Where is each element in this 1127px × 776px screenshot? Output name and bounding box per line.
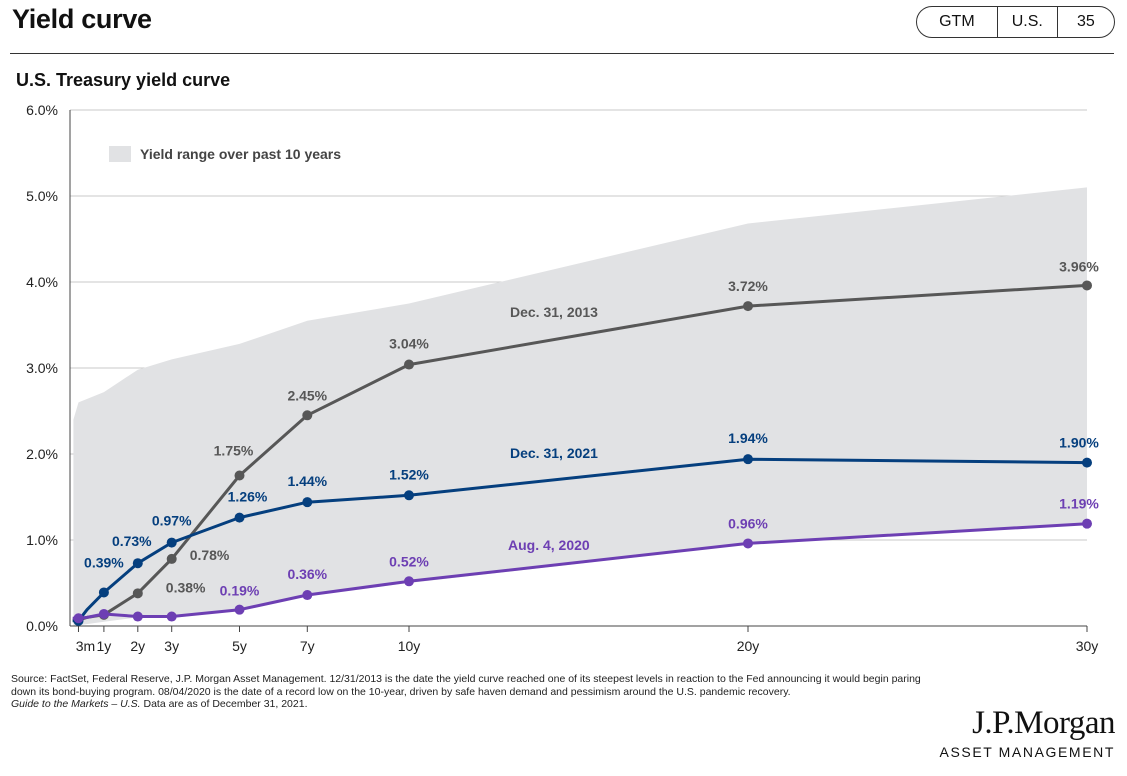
data-point xyxy=(743,454,753,465)
data-point xyxy=(132,611,143,622)
data-point xyxy=(1082,457,1092,468)
data-label: 0.96% xyxy=(728,515,768,531)
y-tick-label: 4.0% xyxy=(26,274,58,290)
series-lines xyxy=(72,280,1092,626)
data-point xyxy=(234,470,245,481)
data-point xyxy=(404,490,414,501)
data-point xyxy=(166,611,177,622)
data-label: 0.97% xyxy=(152,513,192,529)
jpmorgan-logo: J.P.Morgan ASSET MANAGEMENT xyxy=(939,705,1116,760)
data-point xyxy=(404,359,414,370)
legend-swatch xyxy=(109,146,131,162)
y-tick-label: 3.0% xyxy=(26,360,58,376)
y-tick-label: 2.0% xyxy=(26,446,58,462)
data-point xyxy=(98,587,109,598)
tag-region: U.S. xyxy=(996,7,1057,37)
data-point xyxy=(73,613,84,624)
data-point xyxy=(302,590,313,601)
page-tags: GTM U.S. 35 xyxy=(916,6,1115,38)
data-point xyxy=(166,553,177,564)
chart-title: U.S. Treasury yield curve xyxy=(16,70,231,90)
data-point xyxy=(302,410,313,421)
logo-wordmark: J.P.Morgan xyxy=(972,705,1115,741)
logo-subtitle: ASSET MANAGEMENT xyxy=(939,744,1115,760)
data-label: 3.96% xyxy=(1059,258,1099,274)
tag-gtm: GTM xyxy=(939,13,975,30)
data-point xyxy=(234,604,245,615)
data-point xyxy=(132,558,143,569)
header-divider xyxy=(10,53,1114,54)
y-tick-label: 6.0% xyxy=(26,102,58,118)
data-label: 1.52% xyxy=(389,466,429,482)
data-label: 1.75% xyxy=(214,443,254,459)
data-point xyxy=(404,576,414,587)
yield-range-band xyxy=(73,187,1087,626)
x-tick-label: 30y xyxy=(1076,638,1099,654)
y-tick-label: 0.0% xyxy=(26,618,58,634)
data-point xyxy=(1082,280,1092,291)
guide-date: Data are as of December 31, 2021. xyxy=(140,698,308,710)
data-label: 3.72% xyxy=(728,278,768,294)
x-tick-label: 7y xyxy=(300,638,315,654)
data-label: 0.52% xyxy=(389,553,429,569)
source-note: Source: FactSet, Federal Reserve, J.P. M… xyxy=(11,673,931,711)
data-label: 1.26% xyxy=(228,489,268,505)
data-label: 0.19% xyxy=(220,583,260,599)
range-band-area xyxy=(73,187,1087,626)
x-tick-label: 3y xyxy=(164,638,179,654)
data-label: 1.90% xyxy=(1059,435,1099,451)
data-label: 1.44% xyxy=(287,473,327,489)
x-tick-label: 3m xyxy=(76,638,95,654)
data-label: 3.04% xyxy=(389,336,429,352)
tag-page-number: 35 xyxy=(1056,7,1114,37)
data-label: 0.73% xyxy=(112,533,152,549)
legend: Yield range over past 10 years xyxy=(109,146,341,162)
x-tick-label: 5y xyxy=(232,638,247,654)
axes: 0.0% 1.0% 2.0% 3.0% 4.0% 5.0% 6.0% 3m 1y 2y 3y 5y 7y… xyxy=(26,102,1098,654)
data-labels: 0.38% 0.78% 1.75% 2.45% 3.04% 3.72% 3.96% Dec. … xyxy=(84,258,1099,598)
x-tick-label: 2y xyxy=(130,638,145,654)
data-label: 0.36% xyxy=(287,566,327,582)
series-name-label: Aug. 4, 2020 xyxy=(508,537,590,553)
data-point xyxy=(1082,518,1092,529)
source-text: Source: FactSet, Federal Reserve, J.P. M… xyxy=(11,673,921,698)
page-title: Yield curve xyxy=(12,4,152,34)
data-point xyxy=(743,538,753,549)
data-label: 0.78% xyxy=(190,547,230,563)
data-point xyxy=(132,588,143,599)
x-tick-label: 10y xyxy=(398,638,421,654)
y-tick-label: 1.0% xyxy=(26,532,58,548)
data-point xyxy=(98,608,109,619)
data-point xyxy=(166,537,177,548)
series-name-label: Dec. 31, 2021 xyxy=(510,445,598,461)
x-tick-label: 20y xyxy=(737,638,760,654)
data-point xyxy=(743,301,753,312)
data-label: 2.45% xyxy=(287,387,327,403)
data-label: 1.19% xyxy=(1059,496,1099,512)
guide-title: Guide to the Markets – U.S. xyxy=(11,698,141,710)
data-label: 0.39% xyxy=(84,554,124,570)
legend-label: Yield range over past 10 years xyxy=(140,146,341,162)
data-label: 0.38% xyxy=(166,579,206,595)
data-point xyxy=(302,497,313,508)
y-tick-label: 5.0% xyxy=(26,188,58,204)
data-label: 1.94% xyxy=(728,430,768,446)
series-name-label: Dec. 31, 2013 xyxy=(510,304,598,320)
x-tick-label: 1y xyxy=(97,638,112,654)
data-point xyxy=(234,512,245,523)
yield-curve-chart: 0.0% 1.0% 2.0% 3.0% 4.0% 5.0% 6.0% 3m 1y 2y 3y 5y 7y… xyxy=(26,102,1099,654)
